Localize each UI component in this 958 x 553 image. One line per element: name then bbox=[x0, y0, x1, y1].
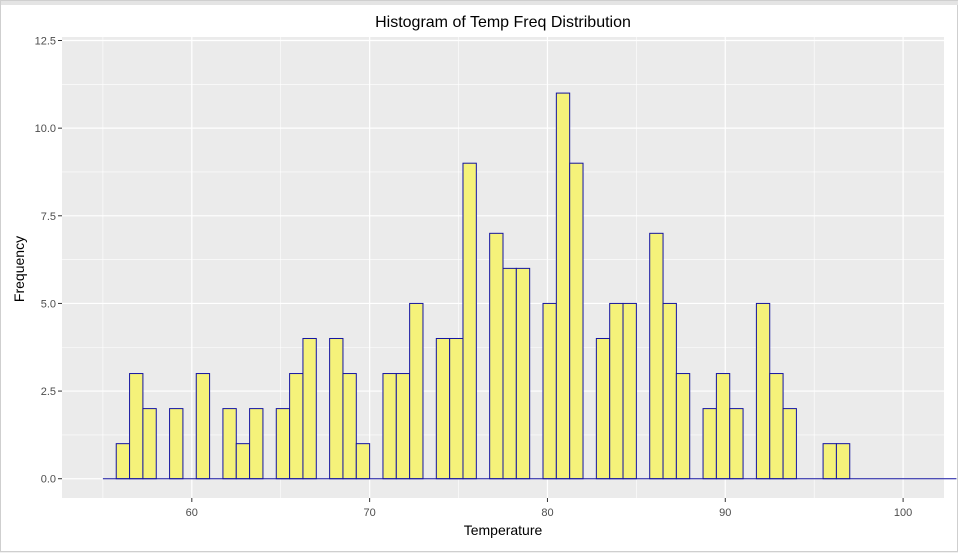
histogram-bar bbox=[169, 408, 184, 480]
histogram-bar bbox=[515, 267, 531, 480]
histogram-bar bbox=[662, 302, 677, 480]
x-tick-label: 60 bbox=[186, 507, 198, 519]
histogram-bar bbox=[609, 302, 624, 480]
histogram-bar bbox=[835, 443, 851, 480]
histogram-bar bbox=[249, 408, 264, 480]
histogram-bar bbox=[382, 373, 397, 480]
histogram-bar bbox=[702, 408, 717, 480]
histogram-bar bbox=[622, 302, 637, 480]
x-tick-label: 100 bbox=[894, 507, 912, 519]
x-axis-title: Temperature bbox=[464, 522, 543, 538]
histogram-bar bbox=[675, 373, 691, 480]
histogram-bar bbox=[595, 337, 611, 480]
y-tick-label: 10.0 bbox=[35, 123, 56, 135]
histogram-bar bbox=[115, 443, 131, 480]
histogram-bar bbox=[769, 373, 784, 480]
histogram-bar bbox=[329, 337, 344, 480]
histogram-bar bbox=[142, 408, 157, 480]
y-tick-label: 12.5 bbox=[35, 36, 56, 48]
histogram-bar bbox=[502, 267, 517, 480]
x-tick-label: 80 bbox=[541, 507, 553, 519]
y-tick-label: 5.0 bbox=[41, 298, 56, 310]
histogram-bar bbox=[355, 443, 371, 480]
histogram-bar bbox=[462, 162, 477, 480]
histogram-bar bbox=[649, 232, 664, 480]
histogram-bar bbox=[729, 408, 744, 480]
histogram-bar bbox=[129, 373, 144, 480]
y-tick-label: 2.5 bbox=[41, 386, 56, 398]
histogram-bar bbox=[275, 408, 291, 480]
x-axis-ticks: 60 70 80 90 100 bbox=[186, 498, 912, 519]
histogram-bar bbox=[782, 408, 797, 480]
histogram-bar bbox=[489, 232, 504, 480]
histogram-bar bbox=[555, 92, 571, 480]
histogram-bar bbox=[235, 443, 251, 480]
histogram-bar bbox=[195, 373, 211, 480]
y-axis-ticks: 0.0 2.5 5.0 7.5 10.0 12.5 bbox=[35, 36, 62, 486]
histogram-bar bbox=[342, 373, 357, 480]
histogram-bar bbox=[289, 373, 304, 480]
histogram-bar bbox=[715, 373, 731, 480]
y-axis-title: Frequency bbox=[11, 236, 27, 302]
y-tick-label: 7.5 bbox=[41, 211, 56, 223]
histogram-bar bbox=[822, 443, 837, 480]
histogram-bar bbox=[449, 337, 464, 480]
histogram-bar bbox=[395, 373, 411, 480]
x-tick-label: 90 bbox=[719, 507, 731, 519]
histogram-bar bbox=[302, 337, 317, 480]
y-tick-label: 0.0 bbox=[41, 474, 56, 486]
histogram-bar bbox=[542, 302, 557, 480]
window-top-strip bbox=[1, 1, 958, 5]
x-tick-label: 70 bbox=[364, 507, 376, 519]
histogram-bar bbox=[435, 337, 451, 480]
chart-title: Histogram of Temp Freq Distribution bbox=[375, 14, 631, 31]
histogram-bar bbox=[222, 408, 237, 480]
histogram-bar bbox=[755, 302, 771, 480]
histogram-bars bbox=[115, 92, 851, 480]
histogram-bar bbox=[569, 162, 584, 480]
histogram-bar bbox=[409, 302, 424, 480]
